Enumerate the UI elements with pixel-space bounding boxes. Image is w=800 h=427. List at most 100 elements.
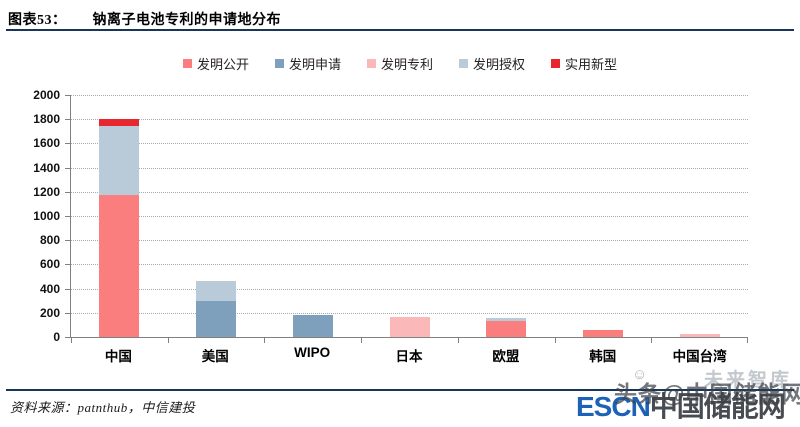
y-axis-tick bbox=[65, 288, 71, 290]
x-axis-label: 日本 bbox=[395, 349, 423, 364]
escn-logo-text: ESCN bbox=[576, 391, 651, 422]
x-axis-label: 韩国 bbox=[589, 349, 617, 364]
y-axis-tick-label: 1000 bbox=[33, 209, 60, 223]
figure-title-text: 钠离子电池专利的申请地分布 bbox=[92, 13, 281, 28]
legend-swatch bbox=[366, 59, 376, 68]
category-slot bbox=[555, 95, 652, 337]
legend-item-实用新型: 实用新型 bbox=[551, 54, 617, 73]
legend-swatch bbox=[551, 59, 561, 68]
bar-segment-发明公开 bbox=[486, 321, 527, 337]
chart: 0 200 400 600 800 1000 1200 1400 1600 1800 2000 bbox=[30, 88, 748, 344]
bar-segment-发明授权 bbox=[99, 126, 140, 195]
y-axis-tick-label: 800 bbox=[39, 233, 60, 248]
y-axis-tick-label: 1400 bbox=[33, 160, 60, 175]
source-note: 资料来源：patnthub，中信建投 bbox=[10, 400, 196, 415]
x-axis-label: 美国 bbox=[201, 349, 229, 364]
gridline bbox=[71, 95, 748, 96]
watermark: 未来智库 ☺ ESCN中国储能网 头条@中国储能网 bbox=[546, 365, 800, 425]
category-slot bbox=[71, 95, 168, 337]
y-axis-tick bbox=[65, 264, 71, 266]
x-axis-labels: 中国 美国 WIPO 日本 欧盟 韩国 中国台湾 bbox=[70, 345, 748, 365]
title-divider bbox=[6, 29, 794, 31]
bar-欧盟 bbox=[486, 317, 527, 337]
bar-日本 bbox=[389, 317, 430, 337]
x-axis-tick bbox=[651, 337, 653, 343]
page-title: 图表53： 钠离子电池专利的申请地分布 bbox=[8, 9, 281, 29]
y-axis-tick-label: 2000 bbox=[33, 88, 60, 102]
bar-segment-发明申请 bbox=[196, 300, 237, 337]
bar-segment-发明授权 bbox=[196, 280, 237, 301]
gridline bbox=[71, 264, 748, 266]
bar-美国 bbox=[196, 280, 237, 337]
gridline bbox=[71, 119, 748, 121]
legend-label: 发明专利 bbox=[380, 57, 433, 72]
y-axis-labels: 0 200 400 600 800 1000 1200 1400 1600 1800 2000 bbox=[30, 88, 64, 344]
gridline bbox=[71, 312, 748, 314]
legend-label: 发明授权 bbox=[473, 57, 526, 72]
x-axis-label: 中国 bbox=[104, 349, 132, 364]
x-axis-label: WIPO bbox=[294, 345, 331, 360]
bar-中国 bbox=[99, 119, 140, 337]
gridline bbox=[71, 191, 748, 193]
y-axis-tick bbox=[65, 119, 71, 121]
category-slot bbox=[264, 95, 361, 337]
bar-segment-发明授权 bbox=[486, 317, 527, 322]
footer-divider bbox=[6, 389, 794, 391]
legend-item-发明公开: 发明公开 bbox=[182, 54, 249, 73]
category-slot bbox=[361, 95, 458, 337]
y-axis-tick-label: 0 bbox=[53, 330, 60, 344]
plot-area bbox=[65, 95, 748, 343]
y-axis-tick bbox=[65, 312, 71, 314]
y-axis-tick bbox=[65, 216, 71, 217]
bar-segment-发明专利 bbox=[679, 333, 720, 337]
bar-WIPO bbox=[292, 314, 333, 337]
watermark-overlay-text: 头条@中国储能网 bbox=[614, 381, 800, 407]
y-axis-tick bbox=[65, 95, 71, 96]
x-axis-tick bbox=[361, 337, 363, 343]
x-axis-tick bbox=[264, 337, 266, 343]
y-axis-tick bbox=[65, 240, 71, 242]
legend-label: 实用新型 bbox=[565, 57, 618, 72]
bar-segment-发明专利 bbox=[389, 317, 430, 337]
y-axis-tick-label: 1600 bbox=[33, 136, 60, 151]
legend-item-发明授权: 发明授权 bbox=[459, 54, 525, 73]
y-axis-tick-label: 1800 bbox=[33, 112, 60, 127]
bar-segment-发明公开 bbox=[99, 194, 140, 337]
legend-item-发明专利: 发明专利 bbox=[366, 54, 433, 73]
bar-segment-发明申请 bbox=[292, 314, 333, 337]
y-axis-tick-label: 1200 bbox=[33, 184, 60, 199]
legend-item-发明申请: 发明申请 bbox=[274, 54, 341, 73]
legend-label: 发明申请 bbox=[288, 57, 341, 72]
category-slot bbox=[458, 95, 555, 337]
chart-legend: 发明公开 发明申请 发明专利 发明授权 实用新型 bbox=[0, 54, 800, 73]
y-axis-tick-label: 600 bbox=[39, 257, 60, 272]
escn-logo-suffix: 中国储能网 bbox=[649, 391, 786, 422]
x-axis-tick bbox=[167, 337, 169, 343]
y-axis-tick-label: 200 bbox=[39, 305, 60, 320]
x-axis-tick bbox=[457, 337, 459, 343]
legend-label: 发明公开 bbox=[196, 57, 249, 72]
bar-中国台湾 bbox=[679, 333, 720, 337]
x-axis-tick bbox=[747, 337, 748, 343]
bar-segment-发明公开 bbox=[582, 329, 623, 337]
gridline bbox=[71, 288, 748, 290]
figure-label: 图表53： bbox=[8, 13, 67, 28]
x-axis-label: 欧盟 bbox=[492, 349, 520, 364]
bars-layer bbox=[71, 95, 748, 337]
x-axis-label: 中国台湾 bbox=[672, 349, 727, 364]
bar-segment-实用新型 bbox=[99, 119, 140, 127]
gridline bbox=[71, 240, 748, 242]
y-axis-tick bbox=[65, 167, 71, 169]
y-axis-tick bbox=[65, 143, 71, 145]
watermark-ghost-text: 未来智库 bbox=[703, 370, 792, 391]
y-axis-tick bbox=[65, 337, 71, 338]
escn-logo: ESCN中国储能网 bbox=[576, 385, 786, 425]
category-slot bbox=[168, 95, 265, 337]
legend-swatch bbox=[274, 59, 284, 68]
bar-韩国 bbox=[582, 329, 623, 337]
gridline bbox=[71, 143, 748, 145]
gridline bbox=[71, 167, 748, 169]
x-axis-tick bbox=[554, 337, 556, 343]
category-slot bbox=[651, 95, 748, 337]
y-axis-tick bbox=[65, 191, 71, 193]
